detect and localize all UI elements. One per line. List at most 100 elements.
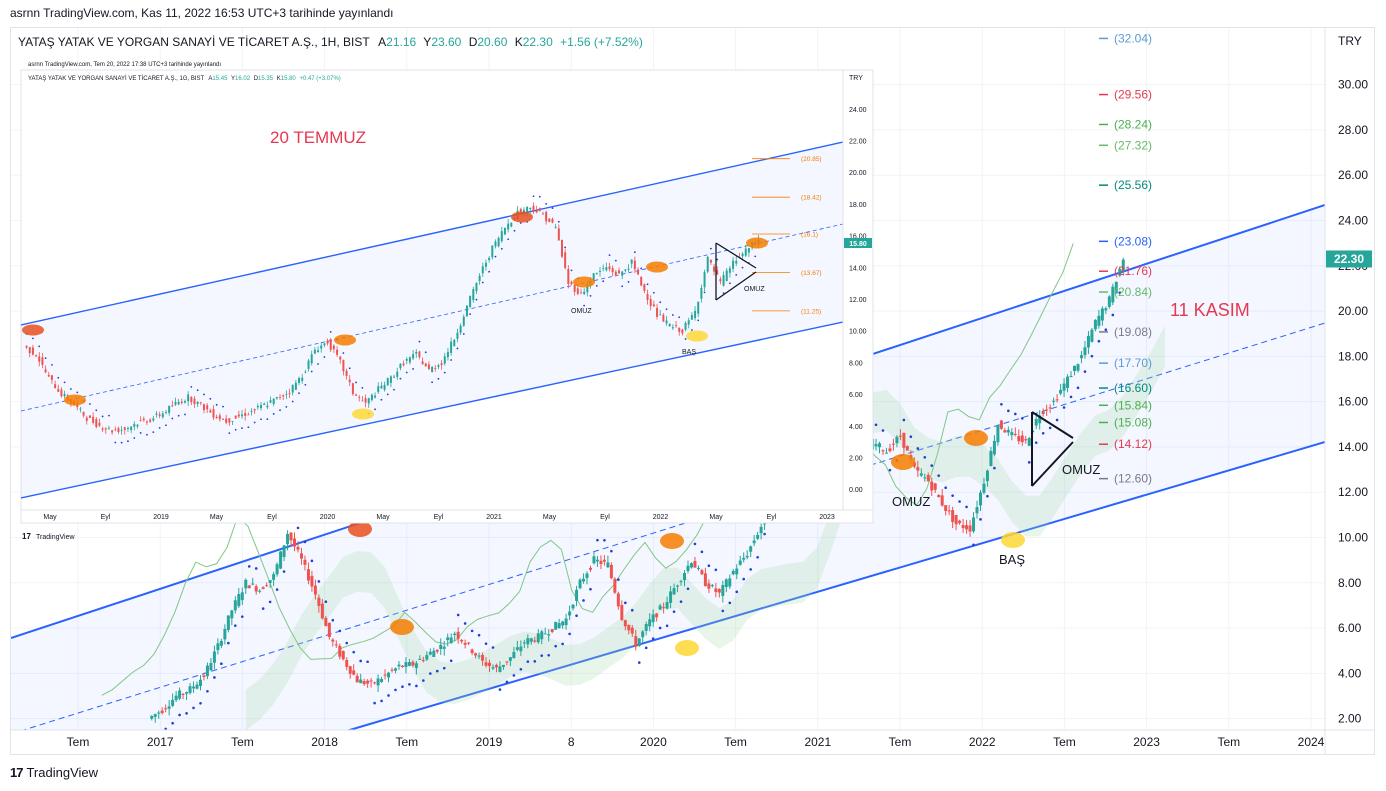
- inset-sar-dot: [481, 281, 484, 284]
- candle-body: [400, 665, 404, 667]
- inset-candle-body: [557, 228, 560, 241]
- sar-dot: [199, 701, 202, 705]
- inset-candle-body: [564, 252, 567, 268]
- level-label: (14.12): [1114, 437, 1152, 451]
- inset-candle-body: [503, 227, 506, 235]
- inset-candle-body: [427, 364, 430, 369]
- candle-body: [216, 643, 220, 651]
- sar-dot: [533, 660, 537, 663]
- candle-body: [595, 559, 599, 562]
- candle-body: [989, 450, 993, 466]
- inset-sar-dot: [488, 270, 491, 273]
- candle-body: [609, 564, 613, 579]
- candle-body: [665, 602, 669, 609]
- sar-dot: [408, 683, 411, 686]
- sar-dot: [916, 447, 920, 450]
- inset-candle-body: [656, 307, 659, 317]
- candle-body: [1013, 433, 1017, 435]
- inset-sar-dot: [652, 291, 655, 294]
- inset-candle-body: [231, 421, 234, 422]
- inset-level-label: (20.85): [801, 156, 822, 163]
- inset-sar-dot: [646, 283, 649, 286]
- candle-body: [728, 578, 732, 587]
- sar-dot: [338, 629, 342, 633]
- candle-body: [1104, 308, 1108, 311]
- inset-candle-body: [136, 424, 139, 427]
- inset-pattern-marker: [746, 237, 768, 249]
- candle-body: [1038, 415, 1042, 424]
- x-axis[interactable]: Tem 2017 Tem 2018 Tem 2019 8 2020 Tem 2021 Tem 2022…: [67, 735, 1325, 749]
- inset-sar-dot: [63, 381, 66, 384]
- tradingview-logo[interactable]: 17 TradingView: [10, 765, 98, 780]
- candle-body: [1083, 347, 1087, 356]
- inset-sar-dot: [722, 292, 725, 294]
- sar-dot: [192, 706, 195, 710]
- candle-body: [1111, 286, 1115, 303]
- inset-candle-body: [741, 253, 744, 257]
- candle-body: [508, 657, 512, 661]
- x-tick-label: 2023: [1133, 735, 1160, 749]
- main-low: 20.60: [477, 35, 507, 49]
- y-tick-label: 26.00: [1338, 168, 1368, 182]
- inset-candle-body: [744, 248, 747, 256]
- candle-body: [275, 564, 279, 575]
- candle-body: [317, 597, 321, 606]
- candle-body: [568, 611, 572, 616]
- candle-body: [310, 575, 314, 587]
- sar-dot: [164, 727, 167, 730]
- candle-body: [313, 585, 317, 595]
- inset-sar-dot: [494, 255, 497, 258]
- candle-body: [588, 567, 592, 570]
- inset-candle-body: [716, 270, 719, 275]
- candle-body: [164, 708, 168, 710]
- candle-body: [738, 560, 742, 565]
- inset-candle-body: [706, 256, 709, 272]
- inset-candle-body: [640, 276, 643, 286]
- sar-dot: [484, 642, 488, 645]
- inset-pattern-marker: [22, 324, 44, 336]
- sar-dot: [1069, 395, 1073, 399]
- candle-body: [669, 591, 673, 603]
- inset-candle-body: [681, 329, 684, 334]
- inset-y-tick-label: 10.00: [849, 329, 867, 336]
- inset-candle-body: [684, 322, 687, 330]
- inset-candle-body: [361, 400, 364, 402]
- candle-body: [676, 585, 680, 587]
- candle-body: [916, 467, 920, 471]
- inset-candles: [25, 202, 760, 435]
- level-label: (23.08): [1114, 234, 1152, 248]
- x-tick-label: 2017: [147, 735, 174, 749]
- inset-candle-body: [456, 332, 459, 339]
- inset-right-shoulder-label: OMUZ: [744, 286, 765, 293]
- y-axis[interactable]: 2.00 4.00 6.00 8.00 10.00 12.00 14.00 16.00 18.0…: [1338, 78, 1368, 726]
- candle-body: [1006, 429, 1010, 433]
- inset-sar-dot: [608, 254, 611, 257]
- candle-body: [536, 633, 540, 643]
- sar-dot: [380, 699, 383, 703]
- inset-level-label: (11.25): [801, 308, 821, 315]
- sar-dot: [1090, 354, 1094, 358]
- candle-body: [251, 583, 255, 585]
- parabolic-sar: [164, 291, 1122, 730]
- candle-body: [919, 473, 923, 476]
- inset-candle-body: [161, 413, 164, 418]
- candle-body: [1073, 365, 1077, 371]
- inset-sar-dot: [215, 403, 218, 406]
- candle-body: [153, 714, 157, 717]
- sar-dot: [331, 618, 335, 622]
- inset-y-tick-label: 12.00: [849, 297, 867, 304]
- inset-candle-body: [133, 424, 136, 427]
- inset-x-tick-label: 2020: [320, 514, 336, 521]
- sar-dot: [1118, 291, 1122, 294]
- inset-candle-body: [63, 394, 66, 397]
- inset-sar-dot: [709, 247, 712, 250]
- inset-candle-body: [288, 393, 291, 394]
- sar-dot: [366, 660, 369, 664]
- candle-body: [721, 585, 725, 596]
- inset-candle-body: [212, 409, 215, 418]
- inset-candle-body: [481, 266, 484, 274]
- candle-body: [226, 615, 230, 630]
- candle-body: [369, 680, 373, 682]
- candle-body: [192, 686, 196, 689]
